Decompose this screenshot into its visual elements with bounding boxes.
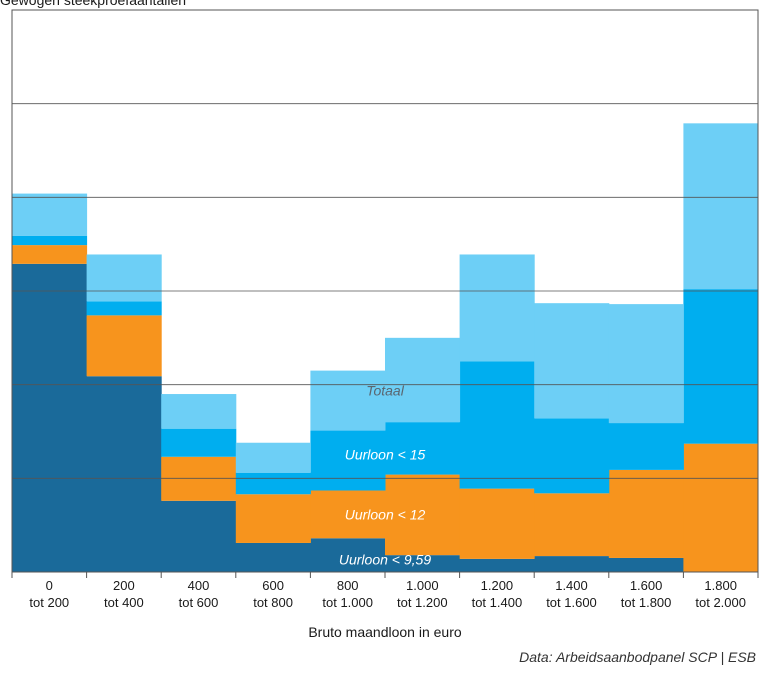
x-tick-label: tot 1.000 xyxy=(322,595,373,610)
bar-segment xyxy=(86,254,162,302)
x-tick-label: 1.000 xyxy=(406,578,439,593)
bar-segment xyxy=(161,394,237,429)
bars-group xyxy=(12,123,759,572)
x-tick-label: 0 xyxy=(46,578,53,593)
bar-segment xyxy=(161,500,237,572)
x-tick-label: 1.600 xyxy=(630,578,663,593)
x-tick-label: tot 1.600 xyxy=(546,595,597,610)
series-label: Totaal xyxy=(366,382,405,398)
x-tick-label: tot 2.000 xyxy=(695,595,746,610)
x-tick-label: 600 xyxy=(262,578,284,593)
bar-segment xyxy=(683,289,759,444)
bar-segment xyxy=(459,361,535,489)
bar-segment xyxy=(12,235,88,246)
bar-segment xyxy=(459,558,535,572)
bar-segment xyxy=(12,263,88,572)
x-tick-label: 1.800 xyxy=(704,578,737,593)
series-labels: Uurloon < 9,59 Uurloon < 12 Uurloon < 15 To… xyxy=(339,382,431,567)
bar-segment xyxy=(385,337,461,423)
bar-segment xyxy=(534,418,610,494)
bar-segment xyxy=(161,456,237,501)
bar-segment xyxy=(235,472,311,495)
bar-segment xyxy=(161,428,237,457)
bar-segment xyxy=(310,370,386,431)
bar-segment xyxy=(86,301,162,316)
x-tick-label: tot 600 xyxy=(179,595,219,610)
bar-segment xyxy=(86,376,162,572)
bar-segment xyxy=(12,245,88,264)
x-tick-label: 1.200 xyxy=(481,578,514,593)
bar-segment xyxy=(235,494,311,543)
x-axis-label: Bruto maandloon in euro xyxy=(308,624,462,640)
bar-segment xyxy=(385,422,461,475)
y-axis-label: Gewogen steekproefaantallen xyxy=(0,0,187,8)
bar-segment xyxy=(459,254,535,362)
x-tick-label: tot 200 xyxy=(29,595,69,610)
bar-segment xyxy=(86,315,162,377)
bar-segment xyxy=(534,303,610,419)
source-note: Data: Arbeidsaanbodpanel SCP | ESB xyxy=(519,649,756,665)
bar-segment xyxy=(385,474,461,556)
bar-segment xyxy=(608,469,684,558)
bar-segment xyxy=(608,304,684,424)
bar-segment xyxy=(235,542,311,572)
gridlines xyxy=(12,103,758,479)
bar-segment xyxy=(534,493,610,557)
x-tick-label: tot 1.800 xyxy=(621,595,672,610)
x-tick-label: 1.400 xyxy=(555,578,588,593)
bar-segment xyxy=(235,442,311,473)
bar-segment xyxy=(608,557,684,572)
x-tick-label: tot 1.200 xyxy=(397,595,448,610)
bar-segment xyxy=(534,556,610,572)
bar-segment xyxy=(608,423,684,470)
bar-segment xyxy=(459,488,535,559)
series-label: Uurloon < 9,59 xyxy=(339,551,431,567)
bar-segment xyxy=(385,555,461,572)
x-tick-label: 200 xyxy=(113,578,135,593)
x-tick-label: tot 800 xyxy=(253,595,293,610)
bar-segment xyxy=(310,430,386,491)
bar-segment xyxy=(310,490,386,539)
x-tick-label: tot 400 xyxy=(104,595,144,610)
x-tick-label: tot 1.400 xyxy=(472,595,523,610)
x-tick-label: 400 xyxy=(188,578,210,593)
series-label: Uurloon < 12 xyxy=(345,507,426,523)
bar-segment xyxy=(310,538,386,572)
bar-segment xyxy=(12,193,88,236)
bar-segment xyxy=(683,123,759,290)
x-ticks: 0 tot 200 200 tot 400 400 tot 600 600 tot 800 80… xyxy=(11,572,759,610)
bar-segment xyxy=(683,443,759,572)
series-label: Uurloon < 15 xyxy=(345,446,426,462)
x-tick-label: 800 xyxy=(337,578,359,593)
